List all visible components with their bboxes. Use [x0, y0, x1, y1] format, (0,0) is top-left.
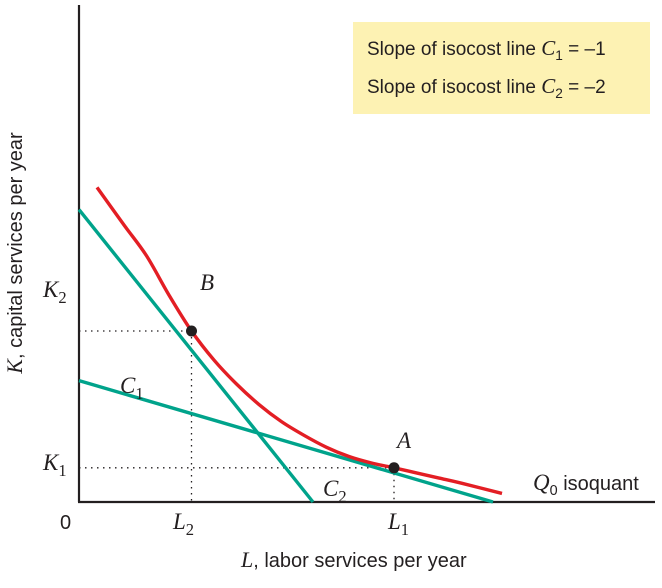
data-points — [186, 325, 400, 474]
x-axis-label: L, labor services per year — [241, 547, 467, 573]
tick-sub: 1 — [400, 519, 410, 539]
series-label-c2: C2 — [323, 476, 347, 507]
y-axis-text: , capital services per year — [5, 132, 27, 360]
axes — [77, 5, 655, 504]
tick-sub: 1 — [58, 460, 67, 480]
legend: Slope of isocost line C1 = –1 Slope of i… — [353, 22, 650, 114]
legend-sub: 2 — [555, 85, 563, 101]
point-label-a: A — [397, 428, 412, 453]
x-axis-var: L — [241, 547, 254, 572]
y-axis-var: K — [2, 359, 27, 374]
series-label-c1: C1 — [120, 373, 144, 404]
isocost-line-c2 — [77, 208, 315, 504]
y-tick-label-k2: K2 — [43, 277, 67, 308]
series-label-q0: Q0 isoquant — [533, 470, 639, 499]
legend-text: Slope of isocost line — [367, 39, 542, 60]
tick-var: L — [388, 509, 401, 534]
legend-line-c1: Slope of isocost line C1 = –1 — [367, 36, 606, 63]
isocost-line-c1 — [78, 378, 494, 504]
series-var: C — [323, 476, 339, 501]
legend-slope: = –1 — [562, 39, 606, 60]
legend-text: Slope of isocost line — [367, 77, 542, 98]
tick-var: K — [43, 450, 59, 475]
isoquant-curve-q0 — [95, 186, 503, 496]
tick-sub: 2 — [58, 287, 67, 307]
series-sub: 2 — [338, 486, 347, 506]
legend-line-c2: Slope of isocost line C2 = –2 — [367, 74, 606, 101]
x-axis-text: , labor services per year — [253, 550, 467, 572]
legend-slope: = –2 — [562, 77, 606, 98]
y-tick-label-k1: K1 — [43, 450, 67, 481]
x-tick-label-l1: L1 — [388, 509, 409, 540]
tick-sub: 2 — [185, 519, 195, 539]
series-var: Q — [533, 470, 550, 495]
legend-var: C — [541, 36, 556, 60]
guide-lines — [79, 330, 395, 502]
series-sub: 0 — [549, 483, 558, 500]
series-lines — [77, 186, 503, 504]
origin-label: 0 — [60, 512, 72, 534]
series-sub: 1 — [135, 383, 144, 403]
legend-var: C — [541, 74, 556, 98]
x-tick-label-l2: L2 — [173, 509, 194, 540]
y-axis-label: K, capital services per year — [2, 113, 28, 393]
legend-sub: 1 — [555, 47, 563, 63]
point-label-b: B — [200, 270, 215, 295]
series-var: C — [120, 373, 136, 398]
tick-var: L — [173, 509, 186, 534]
tick-var: K — [43, 277, 59, 302]
series-suffix: isoquant — [557, 473, 639, 495]
point-a — [388, 462, 400, 474]
point-b — [186, 325, 197, 337]
